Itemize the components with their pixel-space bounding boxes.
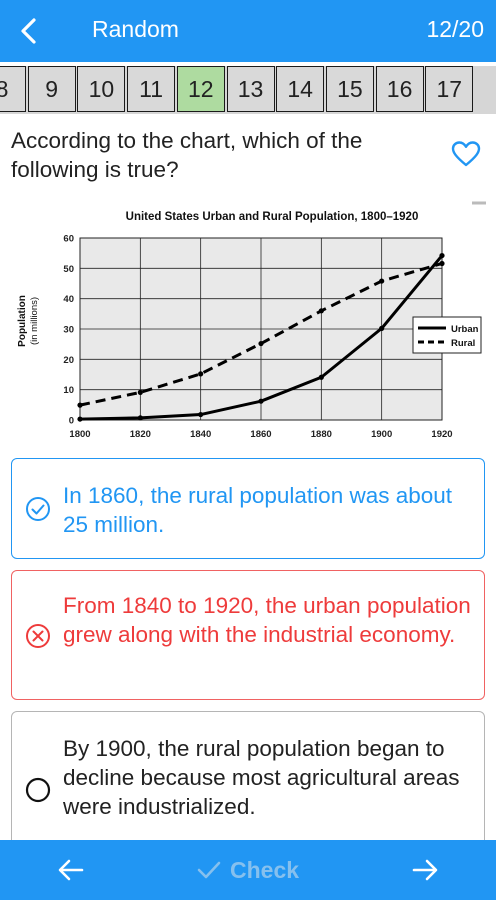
y-tick-label: 40: [63, 294, 74, 305]
chart-title: United States Urban and Rural Population…: [126, 211, 419, 223]
check-button[interactable]: Check: [196, 856, 299, 884]
question-nav-item[interactable]: 9: [27, 66, 76, 112]
y-tick-label: 60: [63, 234, 74, 245]
data-point-rural: [379, 278, 385, 284]
bottom-action-bar: Check: [0, 840, 496, 900]
question-counter: 12/20: [426, 16, 484, 42]
back-arrow-icon[interactable]: [14, 15, 46, 47]
x-tick-label: 1860: [250, 429, 271, 440]
answer-option-2[interactable]: From 1840 to 1920, the urban population …: [11, 570, 485, 700]
question-text: According to the chart, which of the fol…: [11, 128, 363, 182]
data-point-urban: [439, 252, 445, 259]
data-point-urban: [137, 415, 143, 421]
answer-option-1[interactable]: In 1860, the rural population was about …: [11, 458, 485, 559]
population-line-chart: United States Urban and Rural Population…: [17, 201, 486, 440]
x-tick-label: 1800: [69, 429, 90, 440]
question-nav-item[interactable]: 15: [325, 66, 374, 112]
check-circle-icon: [26, 497, 50, 521]
data-point-rural: [258, 340, 264, 347]
data-point-rural: [137, 389, 143, 395]
x-tick-label: 1900: [371, 429, 392, 440]
radio-empty-icon: [25, 777, 51, 803]
y-tick-label: 50: [63, 264, 74, 275]
question-nav-item[interactable]: 8: [0, 66, 26, 112]
answer-option-1-text: In 1860, the rural population was about …: [63, 483, 453, 537]
data-point-rural: [439, 260, 445, 267]
question-nav-item[interactable]: 17: [425, 66, 474, 112]
y-tick-label: 0: [69, 416, 74, 427]
legend-label-rural: Rural: [451, 338, 475, 349]
data-point-urban: [198, 411, 204, 418]
app-bar: Random 12/20: [0, 0, 496, 62]
data-point-urban: [318, 374, 324, 380]
x-tick-label: 1880: [311, 429, 332, 440]
question-nav-item[interactable]: 16: [375, 66, 424, 112]
x-tick-label: 1840: [190, 429, 211, 440]
next-arrow-icon[interactable]: [410, 856, 440, 884]
question-nav-strip: 8 9 10 11 12 13 14 15 16 17: [0, 66, 496, 114]
y-tick-label: 10: [63, 385, 74, 396]
y-tick-label: 20: [63, 355, 74, 366]
question-nav-item[interactable]: 10: [77, 66, 126, 112]
chart-legend: [412, 316, 482, 354]
question-nav-item[interactable]: 13: [226, 66, 275, 112]
check-button-label: Check: [230, 856, 300, 883]
data-point-rural: [77, 402, 83, 408]
heart-favorite-icon[interactable]: [451, 140, 481, 168]
data-point-rural: [198, 371, 204, 377]
data-point-urban: [77, 416, 83, 422]
previous-arrow-icon[interactable]: [56, 856, 86, 884]
x-tick-label: 1920: [431, 429, 452, 440]
legend-label-urban: Urban: [451, 324, 479, 335]
data-point-urban: [258, 398, 264, 404]
question-nav-item[interactable]: 12: [176, 66, 225, 112]
y-axis-label: Population: [17, 295, 28, 347]
data-point-urban: [379, 325, 385, 331]
answer-option-3-text: By 1900, the rural population began to d…: [63, 736, 460, 819]
checkmark-icon: [197, 861, 221, 879]
y-axis-sublabel: (in millions): [29, 297, 40, 345]
app-title: Random: [92, 16, 179, 42]
data-point-rural: [318, 308, 324, 314]
answer-option-2-text: From 1840 to 1920, the urban population …: [63, 593, 471, 647]
x-tick-label: 1820: [130, 429, 151, 440]
question-nav-item[interactable]: 14: [276, 66, 325, 112]
y-tick-label: 30: [63, 325, 74, 336]
x-circle-icon: [26, 624, 50, 648]
question-nav-item[interactable]: 11: [127, 66, 176, 112]
